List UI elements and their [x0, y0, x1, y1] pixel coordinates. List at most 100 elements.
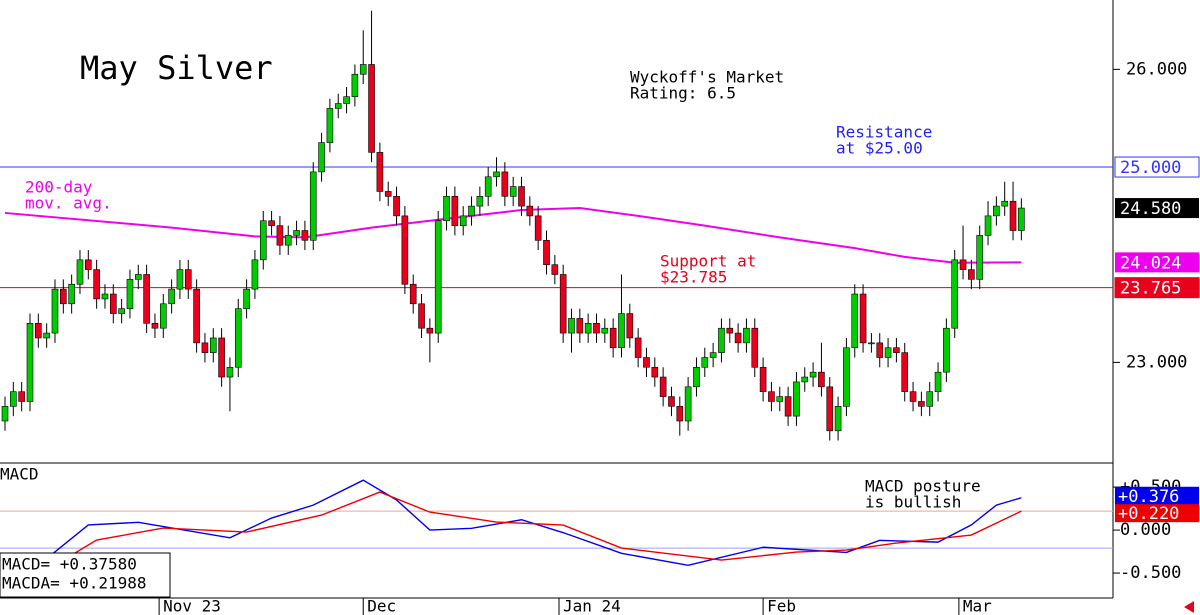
candle-body: [651, 366, 659, 378]
moving-average: [4, 207, 1022, 264]
x-tick-label: Feb: [767, 597, 796, 615]
candle-body: [126, 279, 134, 309]
candle-body: [351, 73, 359, 98]
candle-body: [851, 293, 859, 349]
candle-body: [334, 103, 342, 109]
value-label: +0.376: [1118, 487, 1179, 507]
candle-body: [293, 230, 300, 236]
candle-body: [101, 293, 109, 300]
value-box: [1115, 252, 1199, 273]
y-tick-label: -0.500: [1120, 563, 1181, 583]
candle-body: [859, 293, 867, 344]
candle-body: [309, 171, 317, 241]
candle-body: [368, 64, 375, 153]
candle-body: [926, 391, 934, 407]
candle-body: [684, 386, 692, 422]
candle-body: [876, 342, 884, 358]
candle-body: [826, 386, 834, 432]
candle-body: [809, 371, 817, 378]
candle-body: [276, 225, 284, 246]
candle-body: [868, 342, 875, 345]
value-label: +0.220: [1118, 504, 1179, 524]
value-box: [1114, 277, 1200, 299]
candle-body: [418, 303, 425, 329]
candle-body: [201, 342, 209, 353]
candle-body: [93, 269, 100, 300]
annotation: Rating: 6.5: [630, 84, 736, 103]
candle-body: [159, 303, 167, 329]
candle-body: [934, 371, 942, 392]
candle-body: [526, 205, 534, 217]
candle-body: [618, 313, 625, 349]
candle-body: [168, 288, 175, 305]
candle-body: [85, 259, 92, 270]
value-box: [1115, 198, 1199, 219]
candle-body: [751, 327, 759, 368]
annotation: at $25.00: [836, 139, 923, 158]
candle-body: [426, 327, 434, 334]
candle-body: [609, 327, 617, 349]
annotation: Wyckoff's Market: [630, 68, 784, 87]
candle-body: [468, 205, 475, 217]
candle-body: [1, 406, 9, 422]
candle-body: [951, 259, 959, 329]
candle-body: [834, 406, 842, 432]
candle-body: [893, 347, 900, 353]
candle-body: [776, 396, 784, 402]
candle-body: [493, 171, 500, 178]
candle-body: [601, 327, 609, 334]
candle-body: [726, 327, 734, 334]
readout-box: [0, 552, 171, 598]
candle-body: [793, 381, 800, 417]
candle-body: [943, 327, 950, 373]
candle-body: [18, 391, 25, 402]
x-tick-label: Nov 23: [163, 597, 221, 615]
candle-body: [843, 347, 850, 407]
annotation: is bullish: [865, 493, 961, 512]
candle-body: [993, 205, 1000, 217]
candle-body: [134, 274, 142, 280]
candle-body: [51, 288, 59, 334]
candle-body: [1018, 207, 1025, 231]
y-tick-label: 23.000: [1126, 352, 1187, 372]
annotation: 200-day: [25, 178, 93, 197]
candle-body: [734, 332, 742, 344]
value-label: 23.765: [1120, 279, 1181, 299]
candle-body: [151, 323, 159, 329]
candle-body: [768, 391, 775, 402]
candle-body: [759, 366, 767, 392]
value-box: [1115, 486, 1199, 505]
candle-body: [251, 259, 259, 290]
candle-body: [718, 327, 725, 353]
x-tick-label: Jan 24: [563, 597, 621, 615]
candle-body: [384, 191, 392, 197]
candle-body: [343, 96, 350, 104]
candle-body: [60, 288, 67, 305]
candle-body: [701, 357, 709, 368]
candle-body: [634, 337, 642, 358]
candle-body: [451, 196, 459, 226]
candle-body: [301, 230, 309, 241]
candle-body: [1009, 200, 1017, 231]
candle-body: [709, 352, 717, 358]
readout: MACDA= +0.21988: [2, 574, 147, 593]
candle-body: [801, 376, 809, 383]
annotation: $23.785: [660, 268, 727, 287]
candle-body: [376, 152, 384, 192]
candle-body: [176, 269, 184, 290]
candle-body: [584, 323, 592, 334]
candle-body: [534, 215, 542, 241]
arrow-icon[interactable]: [1184, 601, 1194, 613]
x-tick-label: Mar: [963, 597, 992, 615]
candle-body: [518, 186, 525, 207]
candle-body: [259, 220, 267, 261]
candle-body: [901, 352, 909, 392]
y-tick-label: 26.000: [1126, 59, 1187, 79]
value-label: 25.000: [1120, 158, 1181, 178]
x-tick-label: Dec: [367, 597, 396, 615]
candle-body: [668, 396, 675, 407]
candle-body: [143, 274, 150, 324]
candle-body: [559, 274, 567, 334]
candle-body: [226, 366, 234, 378]
candle-body: [543, 239, 550, 266]
